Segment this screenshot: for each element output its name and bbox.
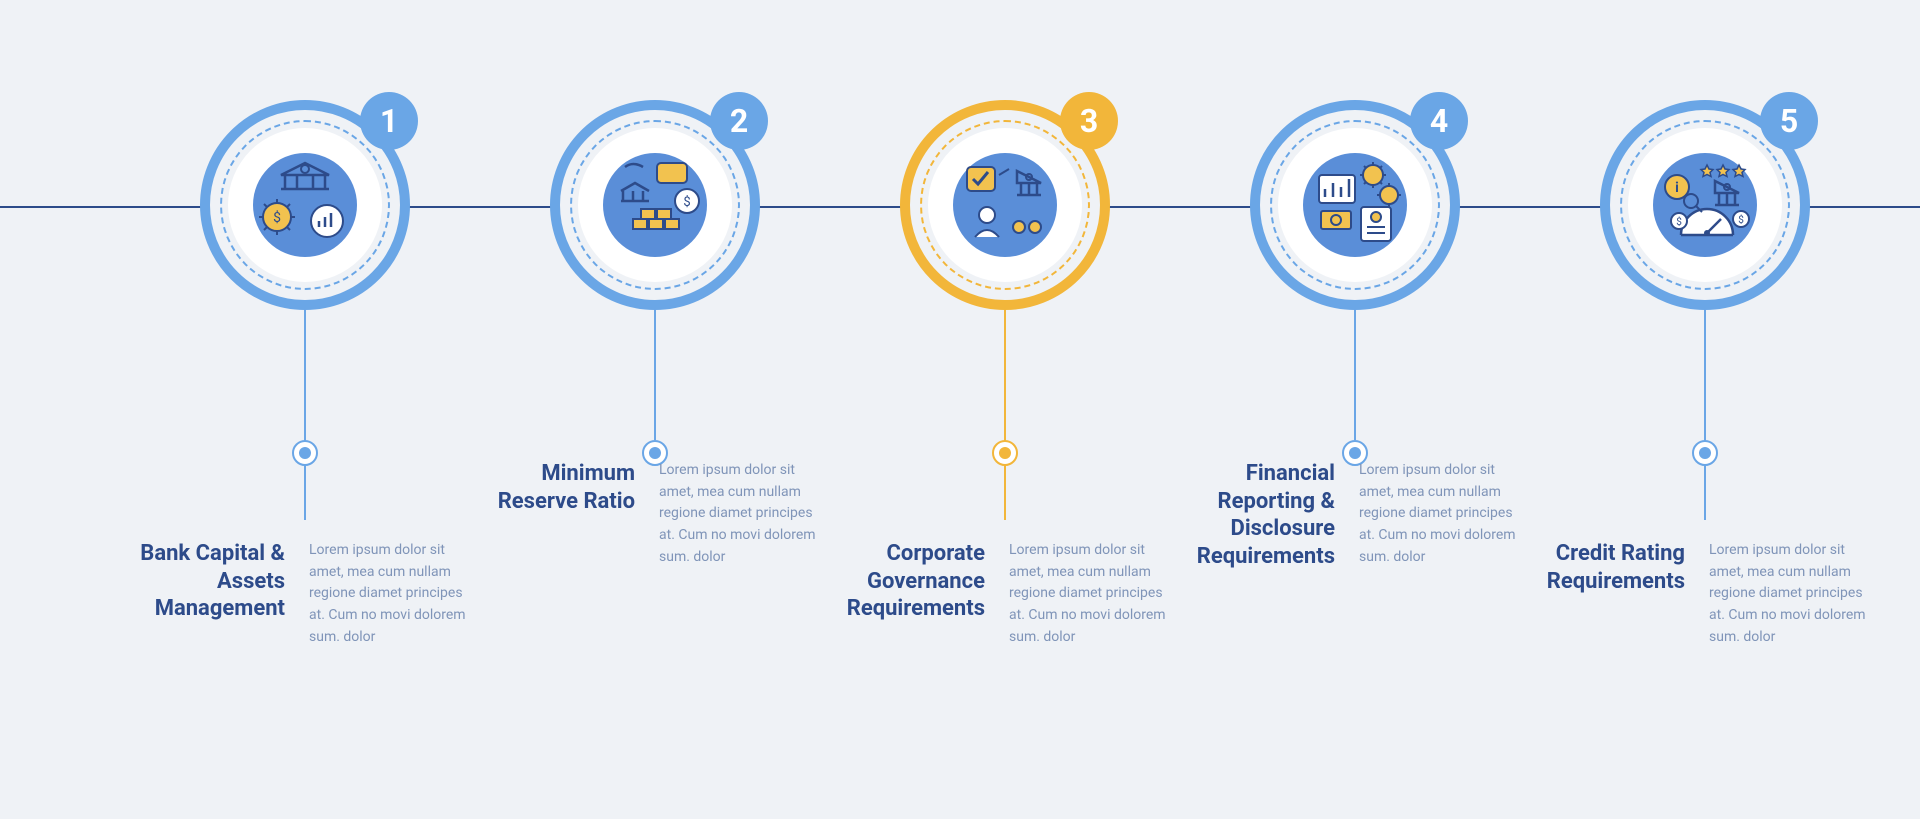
svg-text:$: $ bbox=[1676, 215, 1682, 228]
step-dot-inner bbox=[1699, 447, 1711, 459]
step-title: Financial Reporting & Disclosure Require… bbox=[1180, 460, 1335, 570]
step-text: Minimum Reserve Ratio Lorem ipsum dolor … bbox=[480, 460, 830, 568]
inner-circle: i $ $ bbox=[1628, 128, 1782, 282]
step-text: Bank Capital & Assets Management Lorem i… bbox=[130, 540, 480, 648]
step-dot-inner bbox=[1349, 447, 1361, 459]
step-icon: $ bbox=[245, 145, 365, 265]
step-icon bbox=[1295, 145, 1415, 265]
step-dot bbox=[992, 440, 1018, 466]
inner-circle bbox=[928, 128, 1082, 282]
infographic-canvas: $ 1 Bank Capital & Assets Management Lor… bbox=[0, 0, 1920, 819]
step-description: Lorem ipsum dolor sit amet, mea cum null… bbox=[1709, 540, 1880, 648]
step-circle: $ 1 bbox=[200, 100, 410, 310]
step-circle: i $ $ 5 bbox=[1600, 100, 1810, 310]
infographic-step: 4 Financial Reporting & Disclosure Requi… bbox=[1180, 100, 1530, 310]
step-number-badge: 3 bbox=[1060, 92, 1118, 150]
infographic-step: i $ $ 5 Credit Rating Requirements Lorem… bbox=[1530, 100, 1880, 310]
step-number-badge: 4 bbox=[1410, 92, 1468, 150]
inner-circle: $ bbox=[228, 128, 382, 282]
step-dot-inner bbox=[299, 447, 311, 459]
step-number: 4 bbox=[1430, 102, 1448, 140]
infographic-step: $ 2 Minimum Reserve Ratio Lorem ipsum do… bbox=[480, 100, 830, 310]
step-number: 3 bbox=[1080, 102, 1098, 140]
step-title: Credit Rating Requirements bbox=[1530, 540, 1685, 648]
step-circle: 4 bbox=[1250, 100, 1460, 310]
step-number-badge: 2 bbox=[710, 92, 768, 150]
step-dot bbox=[1692, 440, 1718, 466]
step-number-badge: 1 bbox=[360, 92, 418, 150]
step-title: Bank Capital & Assets Management bbox=[130, 540, 285, 648]
infographic-step: $ 1 Bank Capital & Assets Management Lor… bbox=[130, 100, 480, 310]
inner-circle: $ bbox=[578, 128, 732, 282]
step-description: Lorem ipsum dolor sit amet, mea cum null… bbox=[309, 540, 480, 648]
step-circle: 3 bbox=[900, 100, 1110, 310]
step-number: 5 bbox=[1780, 102, 1798, 140]
step-number: 2 bbox=[730, 102, 748, 140]
step-stem bbox=[654, 310, 656, 440]
step-title: Minimum Reserve Ratio bbox=[480, 460, 635, 568]
step-icon: $ bbox=[595, 145, 715, 265]
step-stem bbox=[304, 310, 306, 520]
svg-text:$: $ bbox=[683, 195, 690, 210]
step-description: Lorem ipsum dolor sit amet, mea cum null… bbox=[1359, 460, 1530, 570]
svg-text:$: $ bbox=[1738, 213, 1744, 226]
step-circle: $ 2 bbox=[550, 100, 760, 310]
infographic-step: 3 Corporate Governance Requirements Lore… bbox=[830, 100, 1180, 310]
inner-circle bbox=[1278, 128, 1432, 282]
step-description: Lorem ipsum dolor sit amet, mea cum null… bbox=[1009, 540, 1180, 648]
step-icon: i $ $ bbox=[1645, 145, 1765, 265]
step-dot bbox=[292, 440, 318, 466]
step-text: Financial Reporting & Disclosure Require… bbox=[1180, 460, 1530, 570]
step-number-badge: 5 bbox=[1760, 92, 1818, 150]
step-number: 1 bbox=[380, 102, 398, 140]
step-title: Corporate Governance Requirements bbox=[830, 540, 985, 648]
svg-text:i: i bbox=[1675, 180, 1679, 196]
step-stem bbox=[1354, 310, 1356, 440]
step-icon bbox=[945, 145, 1065, 265]
step-dot-inner bbox=[649, 447, 661, 459]
step-text: Credit Rating Requirements Lorem ipsum d… bbox=[1530, 540, 1880, 648]
svg-text:$: $ bbox=[273, 209, 281, 226]
step-stem bbox=[1704, 310, 1706, 520]
step-text: Corporate Governance Requirements Lorem … bbox=[830, 540, 1180, 648]
step-description: Lorem ipsum dolor sit amet, mea cum null… bbox=[659, 460, 830, 568]
step-dot-inner bbox=[999, 447, 1011, 459]
step-stem bbox=[1004, 310, 1006, 520]
